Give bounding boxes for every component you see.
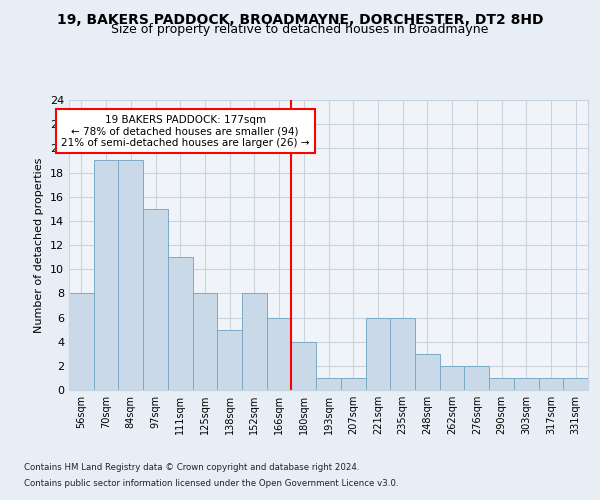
Bar <box>539 378 563 390</box>
Text: 19, BAKERS PADDOCK, BROADMAYNE, DORCHESTER, DT2 8HD: 19, BAKERS PADDOCK, BROADMAYNE, DORCHEST… <box>57 12 543 26</box>
Bar <box>242 294 267 390</box>
Bar <box>563 378 588 390</box>
Bar <box>217 330 242 390</box>
Text: Contains public sector information licensed under the Open Government Licence v3: Contains public sector information licen… <box>24 478 398 488</box>
Bar <box>464 366 489 390</box>
Bar <box>69 294 94 390</box>
Bar <box>341 378 365 390</box>
Y-axis label: Number of detached properties: Number of detached properties <box>34 158 44 332</box>
Bar <box>390 318 415 390</box>
Bar <box>415 354 440 390</box>
Bar <box>316 378 341 390</box>
Text: Size of property relative to detached houses in Broadmayne: Size of property relative to detached ho… <box>112 22 488 36</box>
Bar <box>440 366 464 390</box>
Bar <box>267 318 292 390</box>
Bar <box>514 378 539 390</box>
Bar <box>94 160 118 390</box>
Bar <box>365 318 390 390</box>
Bar <box>118 160 143 390</box>
Text: 19 BAKERS PADDOCK: 177sqm
← 78% of detached houses are smaller (94)
21% of semi-: 19 BAKERS PADDOCK: 177sqm ← 78% of detac… <box>61 114 310 148</box>
Bar <box>292 342 316 390</box>
Bar <box>193 294 217 390</box>
Bar <box>143 209 168 390</box>
Bar <box>168 257 193 390</box>
Text: Contains HM Land Registry data © Crown copyright and database right 2024.: Contains HM Land Registry data © Crown c… <box>24 464 359 472</box>
Bar <box>489 378 514 390</box>
